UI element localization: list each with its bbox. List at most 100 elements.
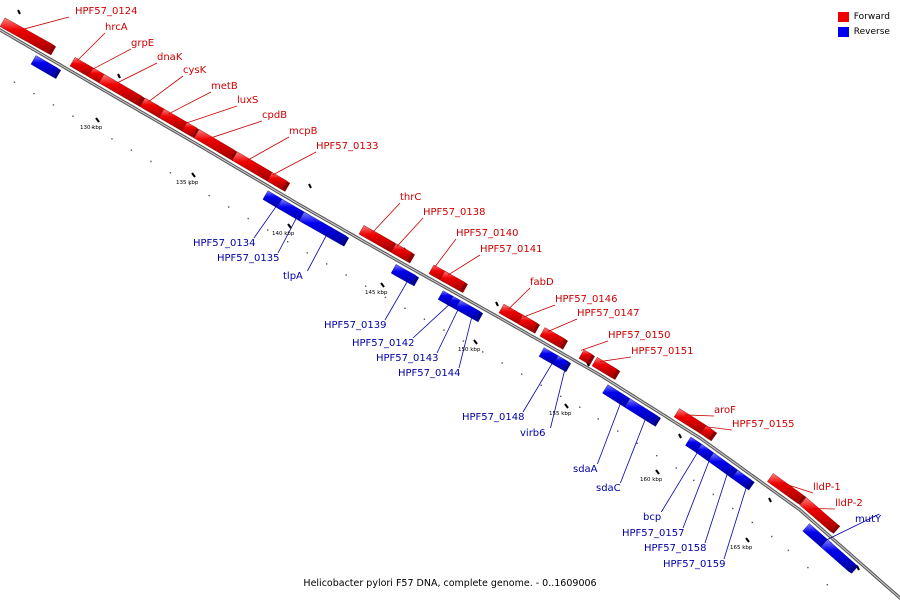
gene-forward[interactable] bbox=[517, 314, 540, 334]
scale-dot bbox=[826, 584, 829, 586]
scale-dot bbox=[807, 566, 809, 569]
gene-forward[interactable] bbox=[193, 129, 239, 162]
gene-label-reverse[interactable]: HPF57_0142 bbox=[352, 338, 414, 349]
label-leader-line bbox=[209, 120, 263, 139]
gene-label-forward[interactable]: luxS bbox=[237, 95, 258, 106]
gene-label-forward[interactable]: HPF57_0147 bbox=[577, 308, 639, 319]
gene-label-forward[interactable]: mcpB bbox=[289, 126, 318, 137]
gene-label-reverse[interactable]: HPF57_0157 bbox=[622, 528, 684, 539]
scale-dot bbox=[286, 241, 289, 243]
gene-label-forward[interactable]: cysK bbox=[183, 65, 207, 76]
gene-label-forward[interactable]: HPF57_0150 bbox=[608, 330, 670, 341]
gene-label-forward[interactable]: HPF57_0146 bbox=[555, 294, 617, 305]
scale-dot bbox=[520, 373, 523, 375]
gene-label-reverse[interactable]: bcp bbox=[643, 512, 661, 523]
gene-label-forward[interactable]: thrC bbox=[400, 192, 421, 203]
gene-label-reverse[interactable]: tlpA bbox=[283, 271, 303, 282]
gene-label-forward[interactable]: grpE bbox=[131, 38, 154, 49]
gene-forward[interactable] bbox=[266, 172, 291, 192]
gene-label-forward[interactable]: HPF57_0141 bbox=[480, 244, 542, 255]
scale-dot bbox=[247, 217, 249, 220]
gene-block-face bbox=[358, 225, 396, 252]
gene-label-forward[interactable]: HPF57_0151 bbox=[631, 346, 693, 357]
gene-label-forward[interactable]: HPF57_0138 bbox=[423, 207, 485, 218]
gene-label-forward[interactable]: HPF57_0155 bbox=[732, 419, 794, 430]
gene-reverse[interactable] bbox=[298, 211, 350, 247]
gene-label-reverse[interactable]: virb6 bbox=[520, 428, 546, 439]
gene-block-face bbox=[602, 384, 631, 408]
gene-forward[interactable] bbox=[767, 473, 807, 506]
gene-label-forward[interactable]: metB bbox=[211, 81, 238, 92]
gene-block-end bbox=[475, 311, 484, 323]
gene-forward[interactable] bbox=[98, 73, 146, 107]
gene-forward[interactable] bbox=[181, 122, 201, 139]
scale-dot bbox=[169, 172, 172, 174]
gene-block-end bbox=[708, 430, 718, 442]
gene-label-reverse[interactable]: HPF57_0134 bbox=[193, 238, 255, 249]
gene-reverse[interactable] bbox=[624, 398, 661, 427]
gene-forward[interactable] bbox=[799, 497, 841, 534]
scale-label: 140 kbp bbox=[272, 231, 295, 237]
label-leader-line bbox=[779, 481, 814, 494]
label-leaders bbox=[21, 16, 880, 560]
gene-label-forward[interactable]: HPF57_0133 bbox=[316, 141, 378, 152]
scale-dot bbox=[52, 104, 55, 106]
gene-label-forward[interactable]: hrcA bbox=[105, 22, 128, 33]
gene-label-reverse[interactable]: HPF57_0148 bbox=[462, 412, 524, 423]
gene-forward[interactable] bbox=[591, 357, 621, 380]
gene-blocks bbox=[0, 17, 859, 574]
legend-item-reverse[interactable]: Reverse bbox=[837, 24, 890, 39]
gene-label-reverse[interactable]: HPF57_0158 bbox=[644, 543, 706, 554]
gene-label-forward[interactable]: aroF bbox=[714, 405, 736, 416]
scale-dot bbox=[266, 229, 269, 231]
gene-reverse[interactable] bbox=[390, 264, 420, 287]
gene-block-face bbox=[298, 211, 347, 245]
gene-block-end bbox=[586, 354, 595, 365]
gene-label-reverse[interactable]: HPF57_0139 bbox=[324, 320, 386, 331]
gene-forward[interactable] bbox=[578, 349, 595, 365]
gene-reverse[interactable] bbox=[820, 539, 859, 574]
label-leader-line bbox=[701, 425, 733, 431]
gene-forward[interactable] bbox=[390, 243, 415, 264]
gene-label-reverse[interactable]: sdaC bbox=[596, 483, 621, 494]
gene-label-reverse[interactable]: mutY bbox=[855, 514, 882, 525]
label-leader-line bbox=[684, 414, 715, 417]
gene-block-end bbox=[459, 282, 468, 293]
label-leader-line bbox=[396, 217, 424, 247]
gene-label-forward[interactable]: lldP-2 bbox=[835, 498, 863, 509]
scale-dot bbox=[33, 92, 35, 95]
gene-block-end bbox=[612, 369, 621, 380]
legend-item-forward[interactable]: Forward bbox=[837, 9, 890, 24]
gene-reverse[interactable] bbox=[454, 299, 484, 323]
gene-label-reverse[interactable]: HPF57_0144 bbox=[398, 368, 460, 379]
scale-label: 160 kbp bbox=[640, 477, 663, 483]
label-leader-line bbox=[384, 280, 409, 321]
scale-major-tick bbox=[473, 339, 478, 345]
label-leader-line bbox=[307, 234, 328, 272]
gene-label-reverse[interactable]: HPF57_0135 bbox=[217, 253, 279, 264]
strand-tick bbox=[768, 497, 772, 503]
gene-reverse[interactable] bbox=[552, 355, 572, 373]
gene-forward[interactable] bbox=[439, 270, 468, 293]
gene-label-forward[interactable]: lldP-1 bbox=[813, 482, 841, 493]
scale-dot bbox=[693, 479, 695, 482]
gene-forward[interactable] bbox=[539, 327, 568, 350]
gene-reverse[interactable] bbox=[30, 55, 61, 79]
gene-label-forward[interactable]: HPF57_0124 bbox=[75, 6, 137, 17]
scale-label: 150 kbp bbox=[458, 347, 481, 353]
gene-forward[interactable] bbox=[700, 425, 718, 442]
gene-label-reverse[interactable]: HPF57_0159 bbox=[663, 559, 725, 570]
gene-block-face bbox=[624, 398, 659, 425]
gene-label-reverse[interactable]: sdaA bbox=[573, 464, 598, 475]
gene-block-face bbox=[591, 357, 618, 379]
gene-block-end bbox=[192, 128, 201, 139]
gene-label-reverse[interactable]: HPF57_0143 bbox=[376, 353, 438, 364]
gene-label-forward[interactable]: cpdB bbox=[262, 110, 287, 121]
gene-label-forward[interactable]: dnaK bbox=[157, 52, 183, 63]
gene-label-forward[interactable]: HPF57_0140 bbox=[456, 228, 518, 239]
label-leader-line bbox=[447, 254, 481, 276]
gene-forward[interactable] bbox=[0, 17, 57, 56]
gene-label-forward[interactable]: fabD bbox=[530, 277, 554, 288]
scale-dot bbox=[130, 149, 133, 151]
